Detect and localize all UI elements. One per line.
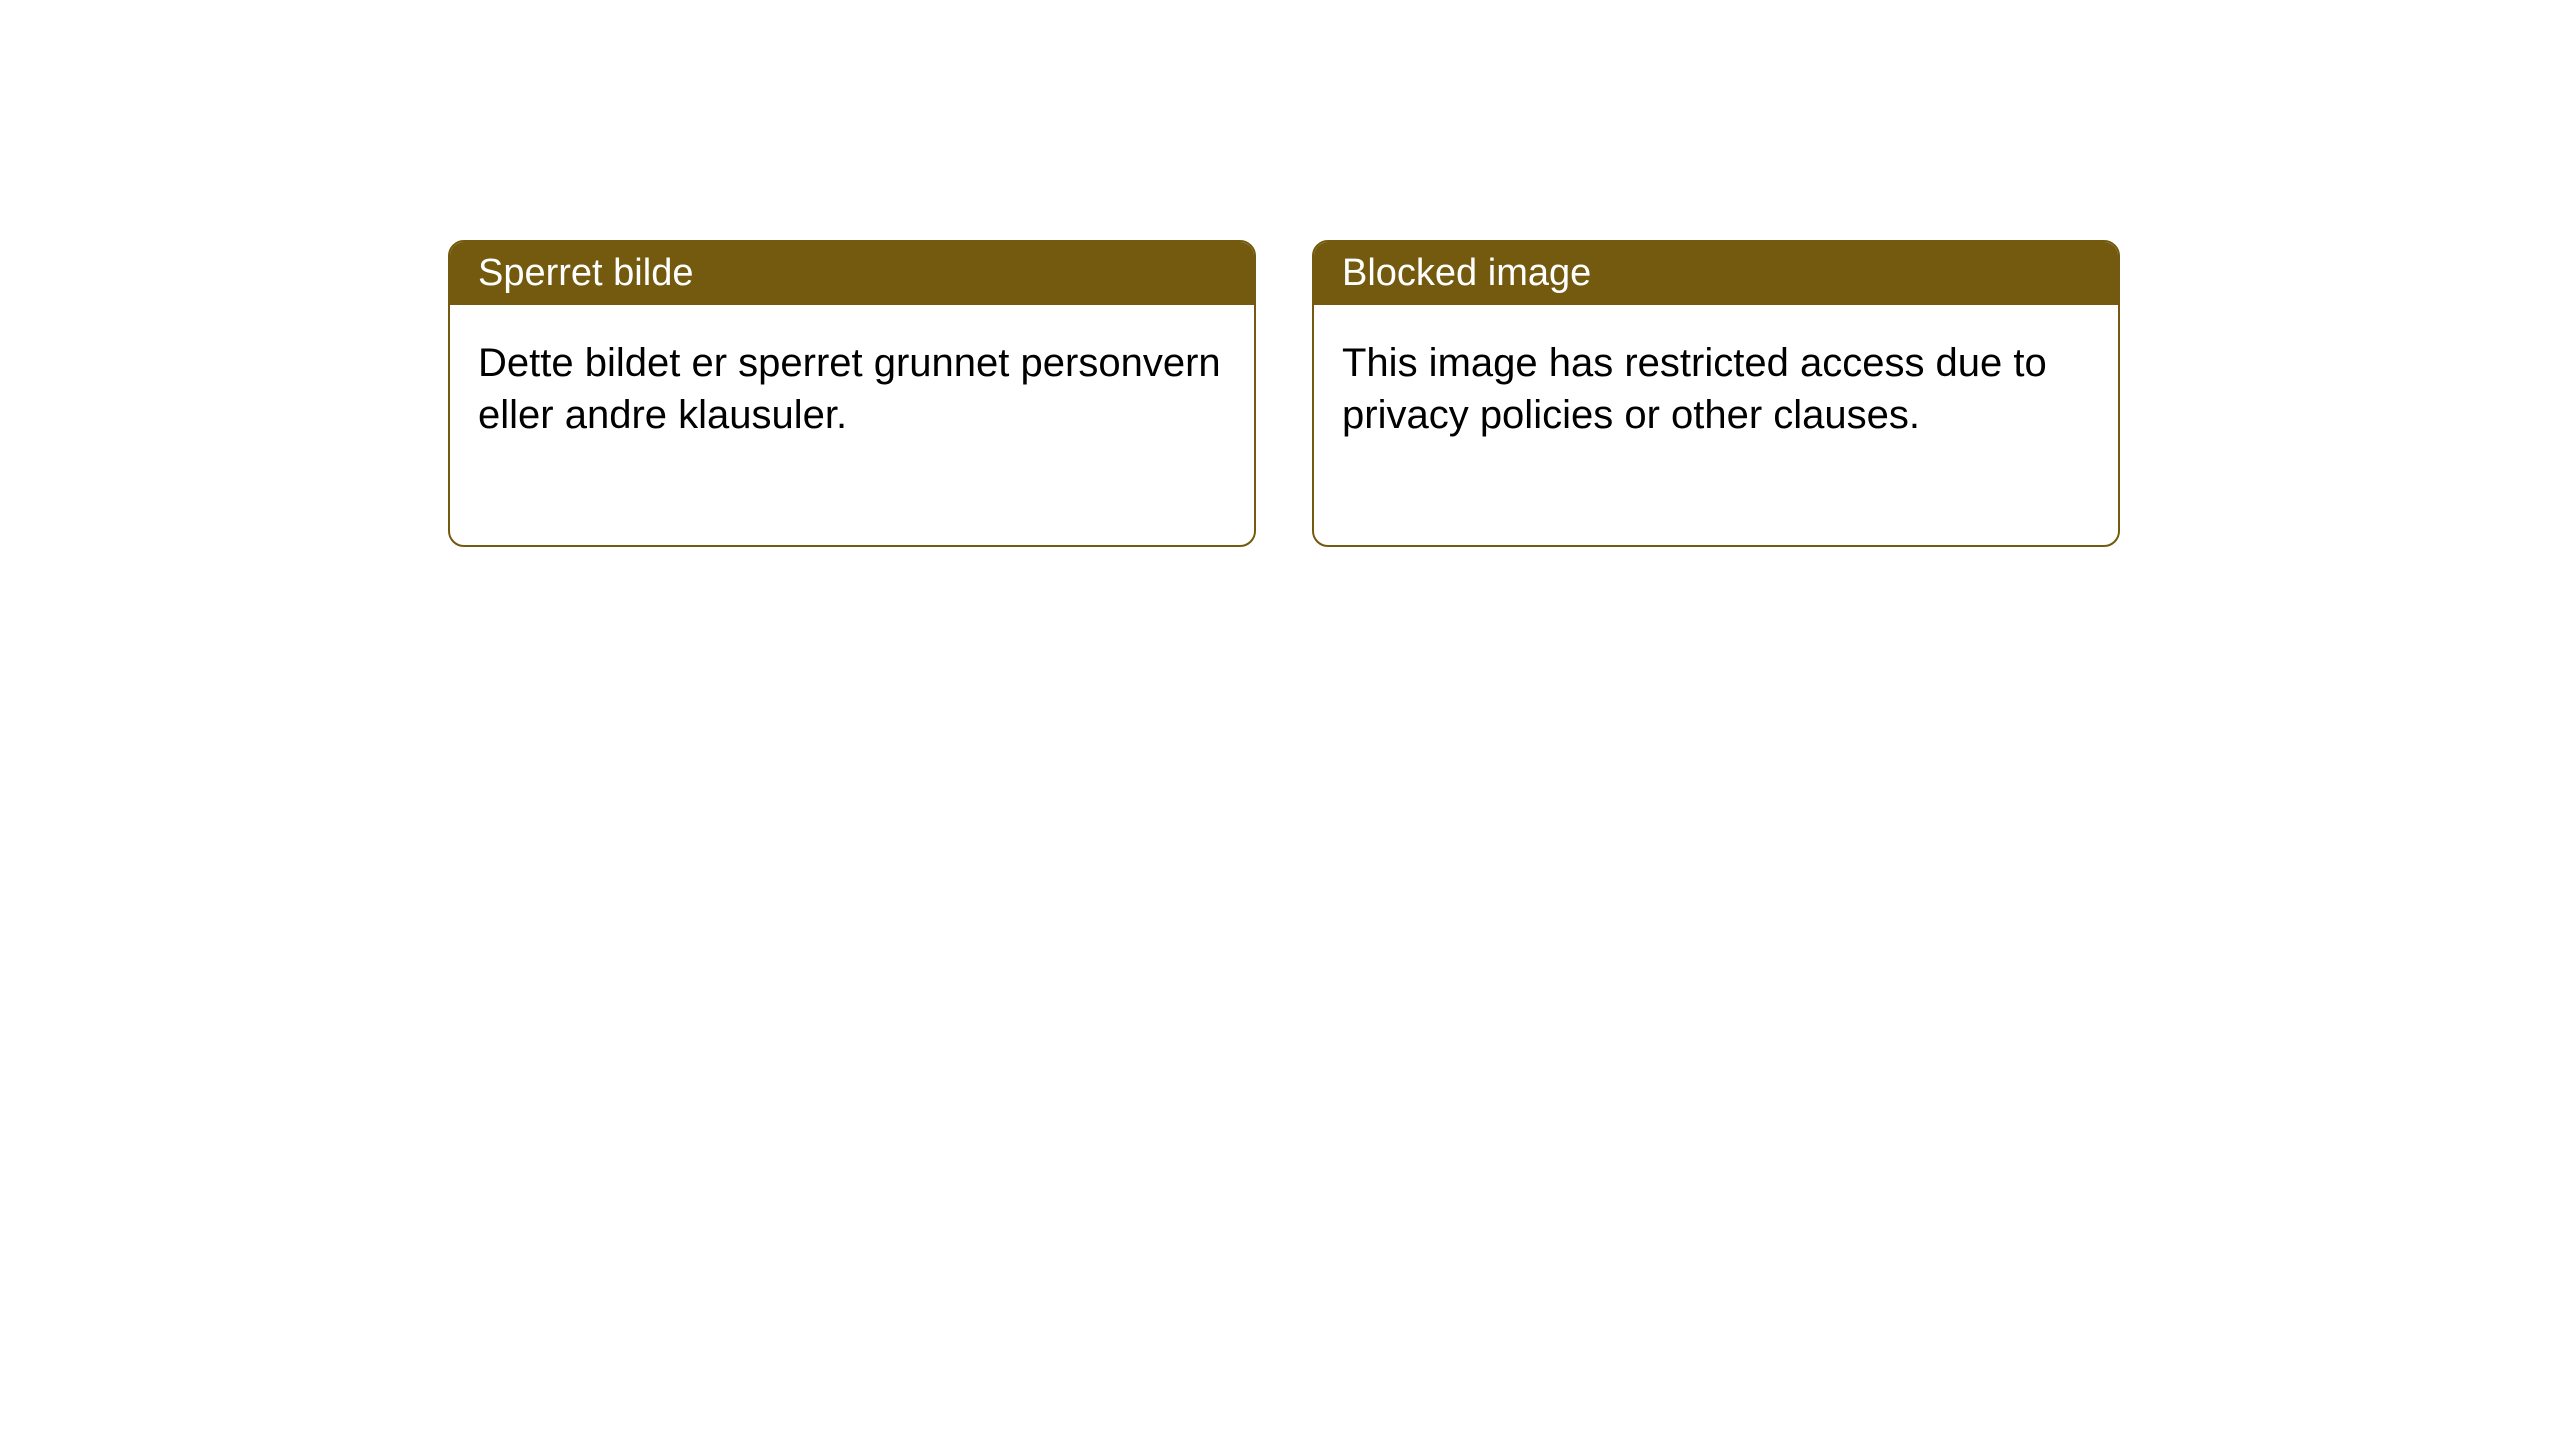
notice-message: Dette bildet er sperret grunnet personve… bbox=[478, 341, 1221, 437]
notice-body: This image has restricted access due to … bbox=[1314, 305, 2118, 545]
notice-body: Dette bildet er sperret grunnet personve… bbox=[450, 305, 1254, 545]
notice-card-english: Blocked image This image has restricted … bbox=[1312, 240, 2120, 547]
notice-message: This image has restricted access due to … bbox=[1342, 341, 2047, 437]
notice-title: Sperret bilde bbox=[478, 252, 693, 294]
notice-title: Blocked image bbox=[1342, 252, 1591, 294]
notice-card-norwegian: Sperret bilde Dette bildet er sperret gr… bbox=[448, 240, 1256, 547]
notice-header: Blocked image bbox=[1314, 242, 2118, 305]
notice-container: Sperret bilde Dette bildet er sperret gr… bbox=[0, 0, 2560, 547]
notice-header: Sperret bilde bbox=[450, 242, 1254, 305]
